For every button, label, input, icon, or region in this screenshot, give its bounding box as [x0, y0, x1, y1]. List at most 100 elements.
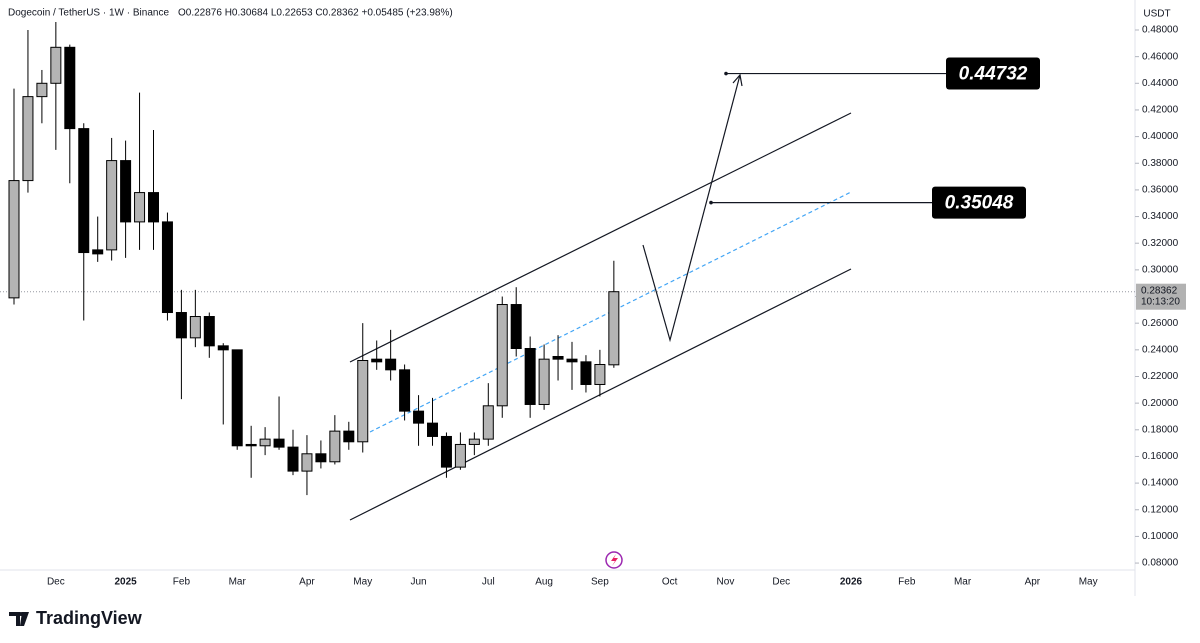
- lightning-icon: [605, 551, 623, 569]
- y-tick-label: 0.38000: [1142, 158, 1179, 169]
- x-tick-label: 2025: [114, 577, 137, 588]
- candle-body: [259, 438, 271, 447]
- x-tick-label: May: [1079, 577, 1098, 588]
- candle-body: [329, 430, 341, 463]
- y-tick-label: 0.30000: [1142, 265, 1179, 276]
- candle-body: [594, 363, 606, 385]
- y-tick-label: 0.08000: [1142, 558, 1179, 569]
- x-tick-label: Nov: [717, 577, 735, 588]
- x-tick-label: Mar: [954, 577, 972, 588]
- x-tick-label: 2026: [840, 577, 863, 588]
- candle-body: [538, 358, 550, 405]
- y-tick-label: 0.10000: [1142, 531, 1179, 542]
- ohlc-legend: O0.22876 H0.30684 L0.22653 C0.28362 +0.0…: [178, 8, 453, 19]
- currency: USDT: [1143, 9, 1170, 20]
- x-tick-label: Jul: [482, 577, 495, 588]
- candle-body: [454, 443, 466, 468]
- candle-body: [189, 316, 201, 339]
- target-label: 0.35048: [945, 193, 1014, 214]
- x-tick-label: Dec: [772, 577, 790, 588]
- y-tick-label: 0.14000: [1142, 478, 1179, 489]
- logo: [9, 612, 29, 626]
- candle-body: [524, 348, 536, 405]
- x-tick-label: Sep: [591, 577, 609, 588]
- y-tick-label: 0.22000: [1142, 371, 1179, 382]
- candle-body: [78, 128, 90, 254]
- brand: TradingView: [36, 608, 143, 628]
- candle-body: [301, 453, 313, 472]
- candle-body: [120, 160, 132, 223]
- candle-body: [566, 358, 578, 363]
- candle-body: [357, 359, 369, 443]
- candle-body: [552, 355, 564, 360]
- candle-body: [413, 410, 425, 424]
- candle-body: [315, 453, 327, 463]
- y-tick-label: 0.34000: [1142, 211, 1179, 222]
- x-tick-label: Jun: [410, 577, 426, 588]
- target-box: [946, 57, 1040, 90]
- y-tick-label: 0.36000: [1142, 185, 1179, 196]
- x-tick-label: Apr: [299, 577, 315, 588]
- target-box: [932, 186, 1026, 219]
- candle-body: [106, 160, 118, 251]
- price-tag: [1136, 283, 1186, 310]
- y-tick-label: 0.26000: [1142, 318, 1179, 329]
- symbol: Dogecoin / TetherUS · 1W · Binance: [8, 8, 169, 19]
- y-tick-label: 0.12000: [1142, 504, 1179, 515]
- candle-body: [427, 422, 438, 437]
- channel-line: [349, 268, 852, 521]
- channel-line: [349, 112, 852, 363]
- y-tick-label: 0.24000: [1142, 344, 1179, 355]
- price-tag-label: 0.28362: [1141, 285, 1178, 296]
- x-tick-label: May: [353, 577, 372, 588]
- candle-body: [580, 361, 592, 385]
- candle-body: [148, 192, 159, 223]
- candle-body: [217, 345, 229, 351]
- target-label: 0.44732: [959, 64, 1028, 85]
- x-tick-label: Dec: [47, 577, 65, 588]
- candle-body: [440, 435, 452, 468]
- x-tick-label: Apr: [1025, 577, 1041, 588]
- candle-body: [608, 291, 620, 366]
- candle-body: [468, 438, 480, 445]
- candle-body: [92, 249, 104, 255]
- candle-body: [287, 446, 299, 472]
- candle-body: [22, 96, 34, 182]
- x-tick-label: Mar: [229, 577, 247, 588]
- candle-body: [371, 358, 383, 363]
- x-tick-label: Oct: [662, 577, 678, 588]
- candle-body: [231, 349, 243, 447]
- y-tick-label: 0.20000: [1142, 398, 1179, 409]
- arrow-head: [732, 73, 743, 87]
- candle-body: [8, 180, 20, 299]
- candle-body: [134, 192, 146, 223]
- candle-body: [203, 316, 215, 347]
- projection-path: [642, 74, 741, 343]
- candle-body: [273, 438, 285, 448]
- candle-body: [399, 369, 411, 412]
- candle-body: [496, 304, 508, 407]
- candle-body: [510, 304, 522, 350]
- candle-body: [175, 312, 187, 339]
- candle-body: [36, 82, 48, 98]
- candle-body: [343, 430, 355, 443]
- candle-body: [64, 46, 76, 130]
- candle-body: [245, 443, 257, 447]
- y-tick-label: 0.18000: [1142, 424, 1179, 435]
- y-tick-label: 0.16000: [1142, 451, 1179, 462]
- y-tick-label: 0.40000: [1142, 131, 1179, 142]
- y-tick-label: 0.42000: [1142, 105, 1179, 116]
- candle-body: [385, 358, 397, 371]
- candle-body: [161, 221, 173, 314]
- countdown: 10:13:20: [1141, 296, 1180, 307]
- x-tick-label: Feb: [173, 577, 191, 588]
- y-tick-label: 0.46000: [1142, 51, 1179, 62]
- y-tick-label: 0.48000: [1142, 25, 1179, 36]
- x-tick-label: Aug: [535, 577, 553, 588]
- candle-body: [482, 405, 494, 440]
- x-tick-label: Feb: [898, 577, 916, 588]
- y-tick-label: 0.32000: [1142, 238, 1179, 249]
- y-tick-label: 0.44000: [1142, 78, 1179, 89]
- candle-body: [50, 46, 62, 84]
